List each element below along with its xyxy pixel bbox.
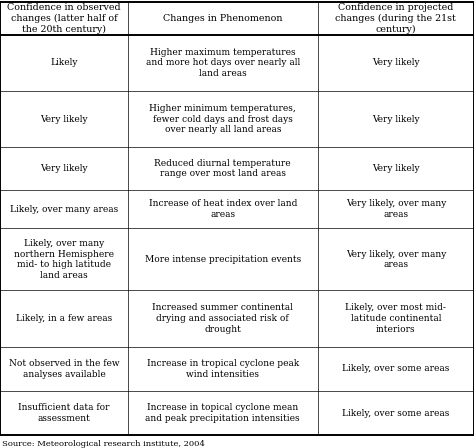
Text: Increase of heat index over land
areas: Increase of heat index over land areas bbox=[148, 199, 297, 219]
Text: Very likely: Very likely bbox=[40, 115, 88, 124]
Text: Very likely: Very likely bbox=[40, 164, 88, 173]
Text: Likely, over some areas: Likely, over some areas bbox=[342, 364, 449, 373]
Text: Likely, over some areas: Likely, over some areas bbox=[342, 409, 449, 418]
Text: Reduced diurnal temperature
range over most land areas: Reduced diurnal temperature range over m… bbox=[155, 159, 291, 178]
Text: Not observed in the few
analyses available: Not observed in the few analyses availab… bbox=[9, 359, 119, 379]
Text: Changes in Phenomenon: Changes in Phenomenon bbox=[163, 14, 283, 23]
Text: Confidence in projected
changes (during the 21st
century): Confidence in projected changes (during … bbox=[336, 3, 456, 34]
Text: Likely: Likely bbox=[50, 58, 78, 67]
Text: Source: Meteorological research institute, 2004: Source: Meteorological research institut… bbox=[2, 440, 205, 448]
Text: Very likely: Very likely bbox=[372, 115, 419, 124]
Text: Very likely: Very likely bbox=[372, 164, 419, 173]
Text: Likely, over many
northern Hemisphere
mid- to high latitude
land areas: Likely, over many northern Hemisphere mi… bbox=[14, 239, 114, 280]
Text: Confidence in observed
changes (latter half of
the 20th century): Confidence in observed changes (latter h… bbox=[7, 3, 121, 34]
Text: Likely, in a few areas: Likely, in a few areas bbox=[16, 314, 112, 323]
Text: Likely, over most mid-
latitude continental
interiors: Likely, over most mid- latitude continen… bbox=[346, 303, 446, 334]
Text: Increased summer continental
drying and associated risk of
drought: Increased summer continental drying and … bbox=[152, 303, 293, 334]
Text: Very likely, over many
areas: Very likely, over many areas bbox=[346, 199, 446, 219]
Text: Higher minimum temperatures,
fewer cold days and frost days
over nearly all land: Higher minimum temperatures, fewer cold … bbox=[149, 104, 296, 134]
Text: More intense precipitation events: More intense precipitation events bbox=[145, 255, 301, 264]
Text: Higher maximum temperatures
and more hot days over nearly all
land areas: Higher maximum temperatures and more hot… bbox=[146, 47, 300, 78]
Text: Very likely: Very likely bbox=[372, 58, 419, 67]
Text: Increase in tropical cyclone peak
wind intensities: Increase in tropical cyclone peak wind i… bbox=[146, 359, 299, 379]
Text: Likely, over many areas: Likely, over many areas bbox=[10, 205, 118, 214]
Text: Very likely, over many
areas: Very likely, over many areas bbox=[346, 250, 446, 269]
Text: Increase in topical cyclone mean
and peak precipitation intensities: Increase in topical cyclone mean and pea… bbox=[146, 403, 300, 423]
Text: Insufficient data for
assessment: Insufficient data for assessment bbox=[18, 403, 110, 423]
